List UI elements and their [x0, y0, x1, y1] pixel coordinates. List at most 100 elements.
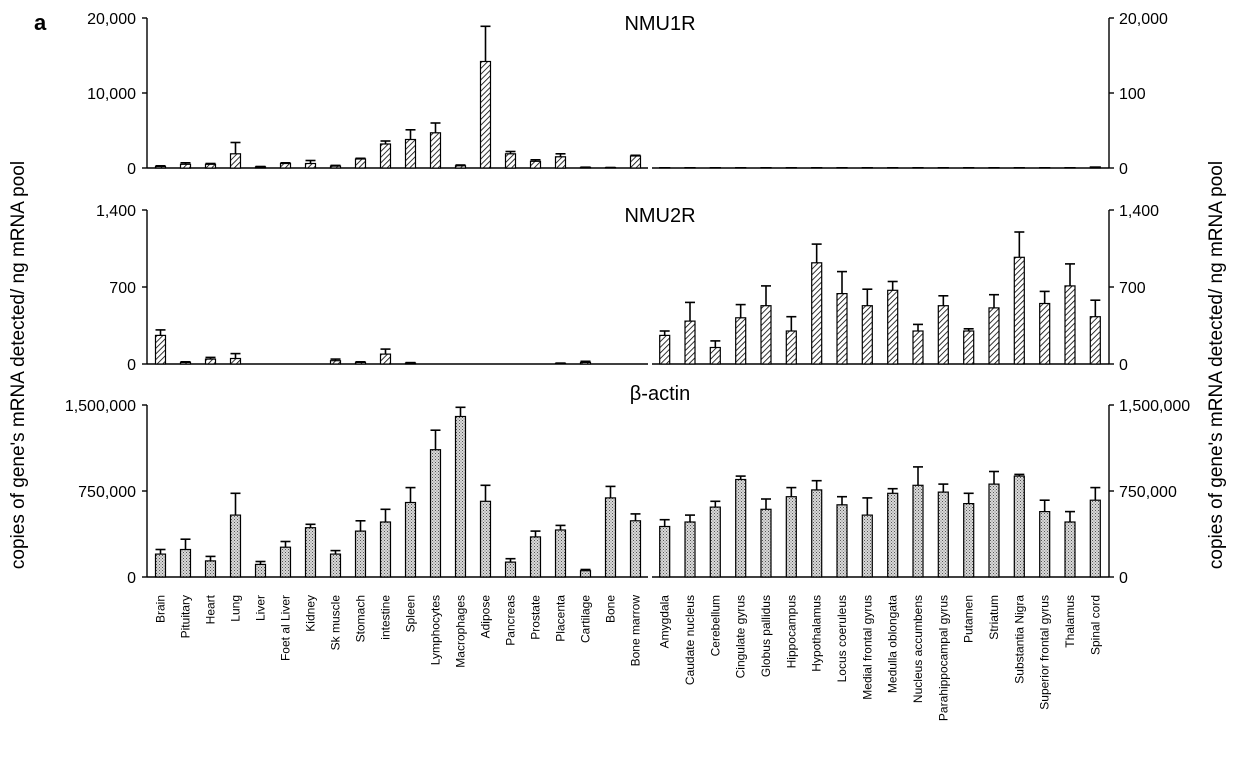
bar	[1089, 166, 1101, 169]
bar	[760, 508, 772, 578]
bar	[304, 527, 317, 578]
panel-0: NMU1R 0 0 10,000 100 20,000 20,000	[87, 11, 1168, 178]
bar	[504, 561, 517, 578]
bar	[912, 330, 924, 365]
y-tick-label-right: 700	[1119, 280, 1146, 297]
y-tick-label-left: 1,500,000	[65, 398, 136, 415]
y-tick-label-left: 700	[109, 280, 136, 297]
bar	[811, 262, 823, 365]
bar	[179, 361, 192, 365]
bar	[785, 496, 797, 578]
bar	[229, 514, 242, 578]
bar	[659, 525, 671, 578]
category-label: Macrophages	[454, 595, 468, 668]
category-label: Superior frontal gyrus	[1038, 595, 1052, 710]
bar	[1064, 285, 1076, 365]
category-label: Putamen	[962, 595, 976, 643]
category-label: Hypothalamus	[810, 595, 824, 672]
bar	[1064, 521, 1076, 578]
bar	[579, 361, 592, 365]
bar	[811, 489, 823, 578]
category-label: Parahippocampal gyrus	[936, 595, 950, 721]
bar	[354, 530, 367, 578]
bar	[684, 521, 696, 578]
y-tick-label-right: 0	[1119, 161, 1128, 178]
bar	[887, 289, 899, 365]
category-label: Liver	[254, 595, 268, 621]
bar	[861, 514, 873, 578]
category-label: Heart	[204, 594, 218, 624]
y-tick-label-right: 750,000	[1119, 484, 1177, 501]
bar	[735, 317, 747, 365]
bar	[912, 484, 924, 578]
bar	[279, 546, 292, 578]
bar	[988, 307, 1000, 365]
category-label: Hippocampus	[784, 595, 798, 668]
category-label: Lymphocytes	[429, 595, 443, 665]
bar	[735, 478, 747, 578]
y-tick-label-left: 1,400	[96, 203, 136, 220]
category-label: Adipose	[479, 595, 493, 639]
category-label: Caudate nucleus	[683, 595, 697, 685]
bar	[579, 570, 592, 578]
y-tick-label-left: 0	[127, 570, 136, 587]
panel-1: NMU2R 0 0 700 700 1,400 1,400	[96, 203, 1159, 374]
bar	[379, 353, 392, 365]
category-label: Medial frontal gyrus	[860, 595, 874, 700]
y-tick-label-right: 0	[1119, 357, 1128, 374]
y-tick-label-right: 1,400	[1119, 203, 1159, 220]
bar	[1089, 316, 1101, 365]
category-label: intestine	[379, 595, 393, 640]
category-label: Spinal cord	[1088, 595, 1102, 655]
category-label: Cerebellum	[708, 595, 722, 656]
y-tick-label-right: 20,000	[1119, 11, 1168, 28]
y-axis-label-left: copies of gene's mRNA detected/ ng mRNA …	[8, 161, 29, 569]
bar	[354, 361, 367, 365]
bar	[554, 529, 567, 578]
y-tick-label-left: 20,000	[87, 11, 136, 28]
bar	[836, 293, 848, 365]
category-label: Medulla oblongata	[886, 595, 900, 693]
bar	[254, 563, 267, 578]
category-label: Cartilage	[579, 595, 593, 643]
category-label: Amygdala	[658, 595, 672, 649]
bar	[404, 501, 417, 578]
bar	[529, 536, 542, 578]
category-label: Cingulate gyrus	[734, 595, 748, 678]
bar	[179, 548, 192, 578]
category-label: Stomach	[354, 595, 368, 642]
category-label: Kidney	[304, 595, 318, 632]
panel-title: NMU1R	[624, 13, 695, 35]
bar	[785, 330, 797, 365]
bar	[659, 334, 671, 365]
bar	[154, 334, 167, 365]
bar	[379, 143, 392, 169]
panel-2: β-actin 0 0 750,000 750,000 1,500,000 1,500,00…	[65, 383, 1190, 587]
bar	[963, 503, 975, 578]
bar	[709, 346, 721, 365]
y-axis-label-right: copies of gene's mRNA detected/ ng mRNA …	[1206, 161, 1227, 569]
bar	[887, 492, 899, 578]
category-label: Placenta	[554, 595, 568, 642]
category-label: Substantia Nigra	[1012, 595, 1026, 684]
category-label: Spleen	[404, 595, 418, 632]
bar	[529, 160, 542, 169]
category-label: Thalamus	[1063, 595, 1077, 648]
bar	[429, 449, 442, 578]
category-label: Foet al Liver	[279, 595, 293, 661]
bar	[279, 162, 292, 169]
category-label: Lung	[229, 595, 243, 622]
bar	[379, 521, 392, 578]
bar	[179, 163, 192, 169]
bar	[629, 520, 642, 578]
bar	[1039, 511, 1051, 578]
bar	[304, 162, 317, 169]
y-tick-label-left: 10,000	[87, 86, 136, 103]
bar	[760, 305, 772, 365]
panel-title: β-actin	[630, 383, 690, 405]
y-tick-label-left: 0	[127, 161, 136, 178]
category-labels: Brain Pituitary Heart Lung Liver Foet al Live…	[154, 594, 1103, 721]
category-label: Globus pallidus	[759, 595, 773, 677]
category-label: Bone marrow	[629, 595, 643, 667]
